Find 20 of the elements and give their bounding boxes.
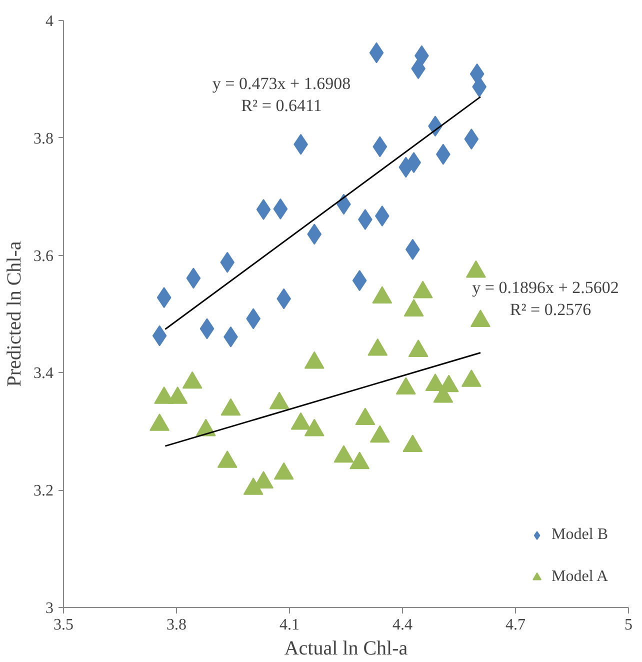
annotation: y = 0.473x + 1.6908 bbox=[212, 74, 351, 93]
y-tick-label: 3 bbox=[46, 600, 54, 617]
y-tick-label: 3.4 bbox=[34, 365, 54, 382]
annotation: R² = 0.6411 bbox=[241, 96, 322, 115]
x-tick-label: 5 bbox=[624, 616, 632, 634]
y-tick-label: 4 bbox=[46, 13, 54, 30]
legend-label: Model B bbox=[552, 526, 608, 544]
legend-label: Model A bbox=[552, 568, 608, 586]
y-tick-label: 3.6 bbox=[34, 248, 54, 265]
y-tick-label: 3.8 bbox=[34, 130, 54, 148]
y-axis-title: Predicted ln Chl-a bbox=[4, 241, 26, 387]
x-tick-label: 4.4 bbox=[392, 616, 412, 634]
x-tick-label: 3.8 bbox=[166, 616, 186, 634]
y-tick-label: 3.2 bbox=[34, 482, 54, 500]
annotation: R² = 0.2576 bbox=[510, 300, 592, 319]
x-axis-title: Actual ln Chl-a bbox=[284, 638, 408, 660]
x-tick-label: 3.5 bbox=[54, 616, 74, 634]
x-tick-label: 4.1 bbox=[280, 616, 300, 634]
x-tick-label: 4.7 bbox=[506, 616, 526, 634]
annotation: y = 0.1896x + 2.5602 bbox=[472, 278, 619, 297]
